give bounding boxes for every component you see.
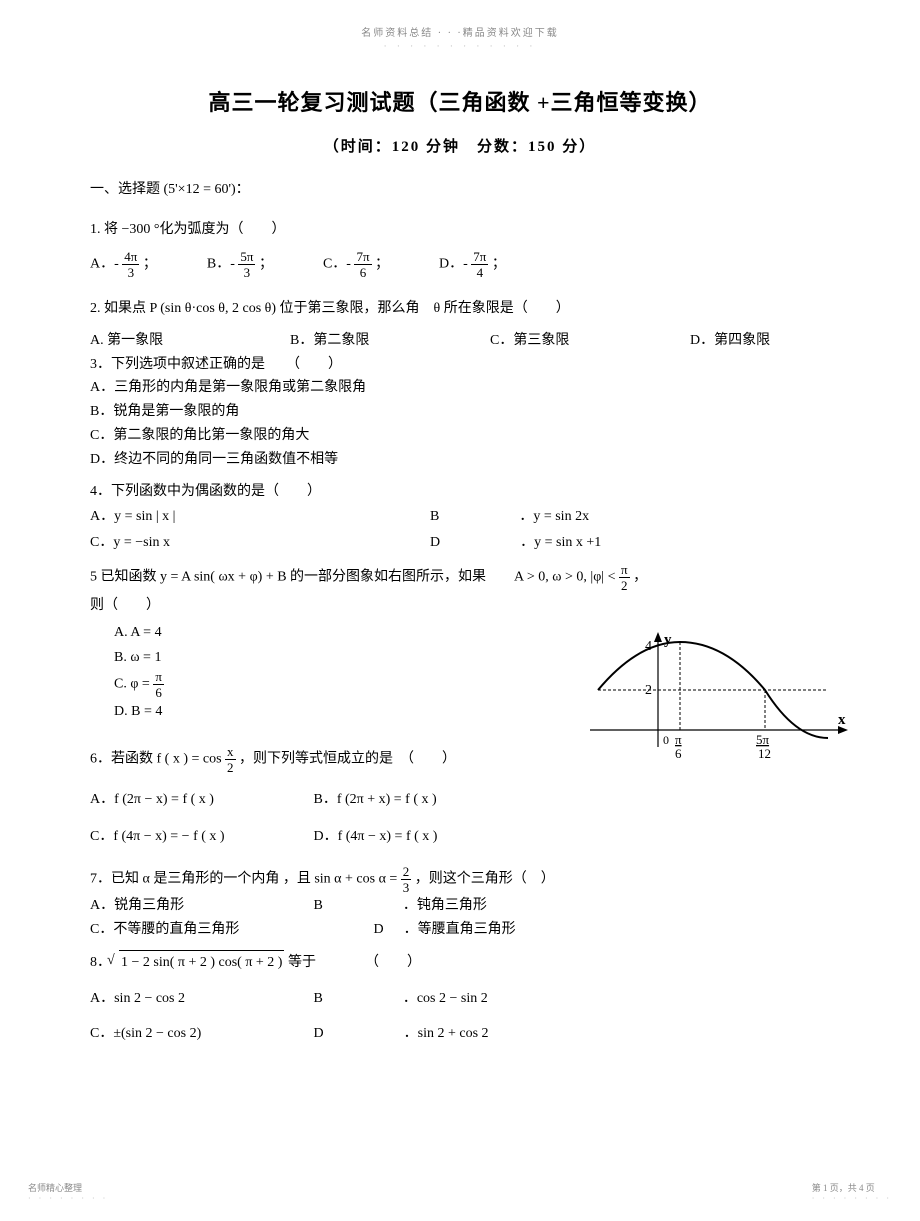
header-text: 名师资料总结 · · ·精品资料欢迎下载 — [0, 24, 920, 39]
page-title: 高三一轮复习测试题（三角函数 +三角恒等变换） — [90, 85, 830, 117]
q2-opt-b: B．第二象限 — [290, 329, 430, 349]
question-2: 2. 如果点 P (sin θ·cos θ, 2 cos θ) 位于第三象限，那… — [90, 297, 830, 321]
q4-opt-d: D．y = sin x +1 — [430, 531, 601, 555]
question-8-row2: C．±(sin 2 − cos 2) D．sin 2 + cos 2 — [90, 1022, 830, 1046]
question-1: 1. 将 −300 °化为弧度为（ ） — [90, 218, 830, 242]
graph-y-axis: y — [664, 632, 672, 648]
q3-opt-b: B．锐角是第一象限的角 — [90, 400, 830, 424]
question-2-text: 2. 如果点 P (sin θ·cos θ, 2 cos θ) 位于第三象限，那… — [90, 297, 830, 321]
question-4-row2: C．y = −sin x D．y = sin x +1 — [90, 531, 830, 555]
page-top-header: 名师资料总结 · · ·精品资料欢迎下载 · · · · · · · · · ·… — [0, 24, 920, 51]
q7-opt-d: D．等腰直角三角形 — [374, 922, 516, 937]
question-5-text: 5 已知函数 y = A sin( ωx + φ) + B 的一部分图象如右图所… — [90, 563, 830, 592]
question-8: 8．1 − 2 sin( π + 2 ) cos( π + 2 ) 等于 （ ）… — [90, 950, 830, 1046]
graph-y2: 2 — [645, 683, 652, 698]
footer-left: 名师精心整理 · · · · · · · · — [28, 1181, 108, 1203]
question-7-text: 7．已知 α 是三角形的一个内角 ，且 sin α + cos α = 23 ，… — [90, 865, 830, 894]
q1-opt-b: B．- 5π3 ； — [207, 250, 273, 279]
q8-opt-d: D．sin 2 + cos 2 — [314, 1026, 489, 1041]
q2-opt-a: A. 第一象限 — [90, 329, 230, 349]
question-7-row1: A．锐角三角形 B．钝角三角形 — [90, 894, 830, 918]
graph-x-axis: x — [838, 712, 846, 728]
section-heading: 一、选择题 (5'×12 = 60')： — [90, 178, 830, 198]
q8-opt-c: C．±(sin 2 − cos 2) — [90, 1022, 310, 1046]
question-4-row1: A．y = sin | x | B．y = sin 2x — [90, 505, 830, 529]
q4-opt-a: A．y = sin | x | — [90, 505, 310, 529]
q3-opt-d: D．终边不同的角同一三角函数值不相等 — [90, 448, 830, 472]
q6-opt-b: B．f (2π + x) = f ( x ) — [314, 792, 437, 807]
graph-y4: 4 — [645, 639, 652, 654]
question-7-row2: C．不等腰的直角三角形 D．等腰直角三角形 — [90, 918, 830, 942]
page-subtitle: （时间：120 分钟 分数：150 分） — [90, 135, 830, 156]
q8-opt-b: B．cos 2 − sin 2 — [314, 991, 488, 1006]
q3-opt-c: C．第二象限的角比第一象限的角大 — [90, 424, 830, 448]
q3-opt-a: A．三角形的内角是第一象限角或第二象限角 — [90, 376, 830, 400]
q7-opt-c: C．不等腰的直角三角形 — [90, 918, 370, 942]
graph-pi6-den: 6 — [675, 746, 682, 761]
q6-opt-a: A．f (2π − x) = f ( x ) — [90, 788, 310, 812]
q2-opt-c: C．第三象限 — [490, 329, 630, 349]
graph-pi6-num: π — [675, 732, 682, 747]
question-3-text: 3．下列选项中叙述正确的是 （ ） — [90, 353, 830, 377]
question-7: 7．已知 α 是三角形的一个内角 ，且 sin α + cos α = 23 ，… — [90, 865, 830, 942]
graph-5pi12-den: 12 — [758, 746, 771, 761]
q1-opt-d: D．- 7π4 ； — [439, 250, 506, 279]
graph-x0: 0 — [663, 733, 669, 747]
header-dots: · · · · · · · · · · · · — [0, 41, 920, 51]
q6-opt-c: C．f (4π − x) = − f ( x ) — [90, 825, 310, 849]
question-4: 4．下列函数中为偶函数的是（ ） A．y = sin | x | B．y = s… — [90, 480, 830, 555]
question-1-text: 1. 将 −300 °化为弧度为（ ） — [90, 218, 830, 242]
question-6-row1: A．f (2π − x) = f ( x ) B．f (2π + x) = f … — [90, 788, 830, 812]
question-3: 3．下列选项中叙述正确的是 （ ） A．三角形的内角是第一象限角或第二象限角 B… — [90, 353, 830, 472]
question-8-row1: A．sin 2 − cos 2 B．cos 2 − sin 2 — [90, 987, 830, 1011]
question-4-text: 4．下列函数中为偶函数的是（ ） — [90, 480, 830, 504]
question-2-options: A. 第一象限 B．第二象限 C．第三象限 D．第四象限 — [90, 329, 830, 349]
question-1-options: A．- 4π3 ； B．- 5π3 ； C．- 7π6 ； D．- 7π4 ； — [90, 250, 830, 279]
q5-line2: 则（ ） — [90, 592, 830, 620]
q7-opt-b: B．钝角三角形 — [314, 898, 487, 913]
q8-opt-a: A．sin 2 − cos 2 — [90, 987, 310, 1011]
q2-opt-d: D．第四象限 — [690, 329, 830, 349]
q4-opt-c: C．y = −sin x — [90, 531, 310, 555]
q7-opt-a: A．锐角三角形 — [90, 894, 310, 918]
graph-5pi12-num: 5π — [756, 732, 770, 747]
question-8-text: 8．1 − 2 sin( π + 2 ) cos( π + 2 ) 等于 （ ） — [90, 950, 830, 975]
q1-opt-a: A．- 4π3 ； — [90, 250, 157, 279]
q4-opt-b: B．y = sin 2x — [430, 505, 589, 529]
q6-opt-d: D．f (4π − x) = f ( x ) — [314, 829, 438, 844]
question-6-row2: C．f (4π − x) = − f ( x ) D．f (4π − x) = … — [90, 825, 830, 849]
footer-right: 第 1 页，共 4 页 · · · · · · · · — [812, 1181, 892, 1203]
q1-opt-c: C．- 7π6 ； — [323, 250, 389, 279]
sine-graph: 4 2 0 π 6 5π 12 y x — [590, 632, 850, 762]
